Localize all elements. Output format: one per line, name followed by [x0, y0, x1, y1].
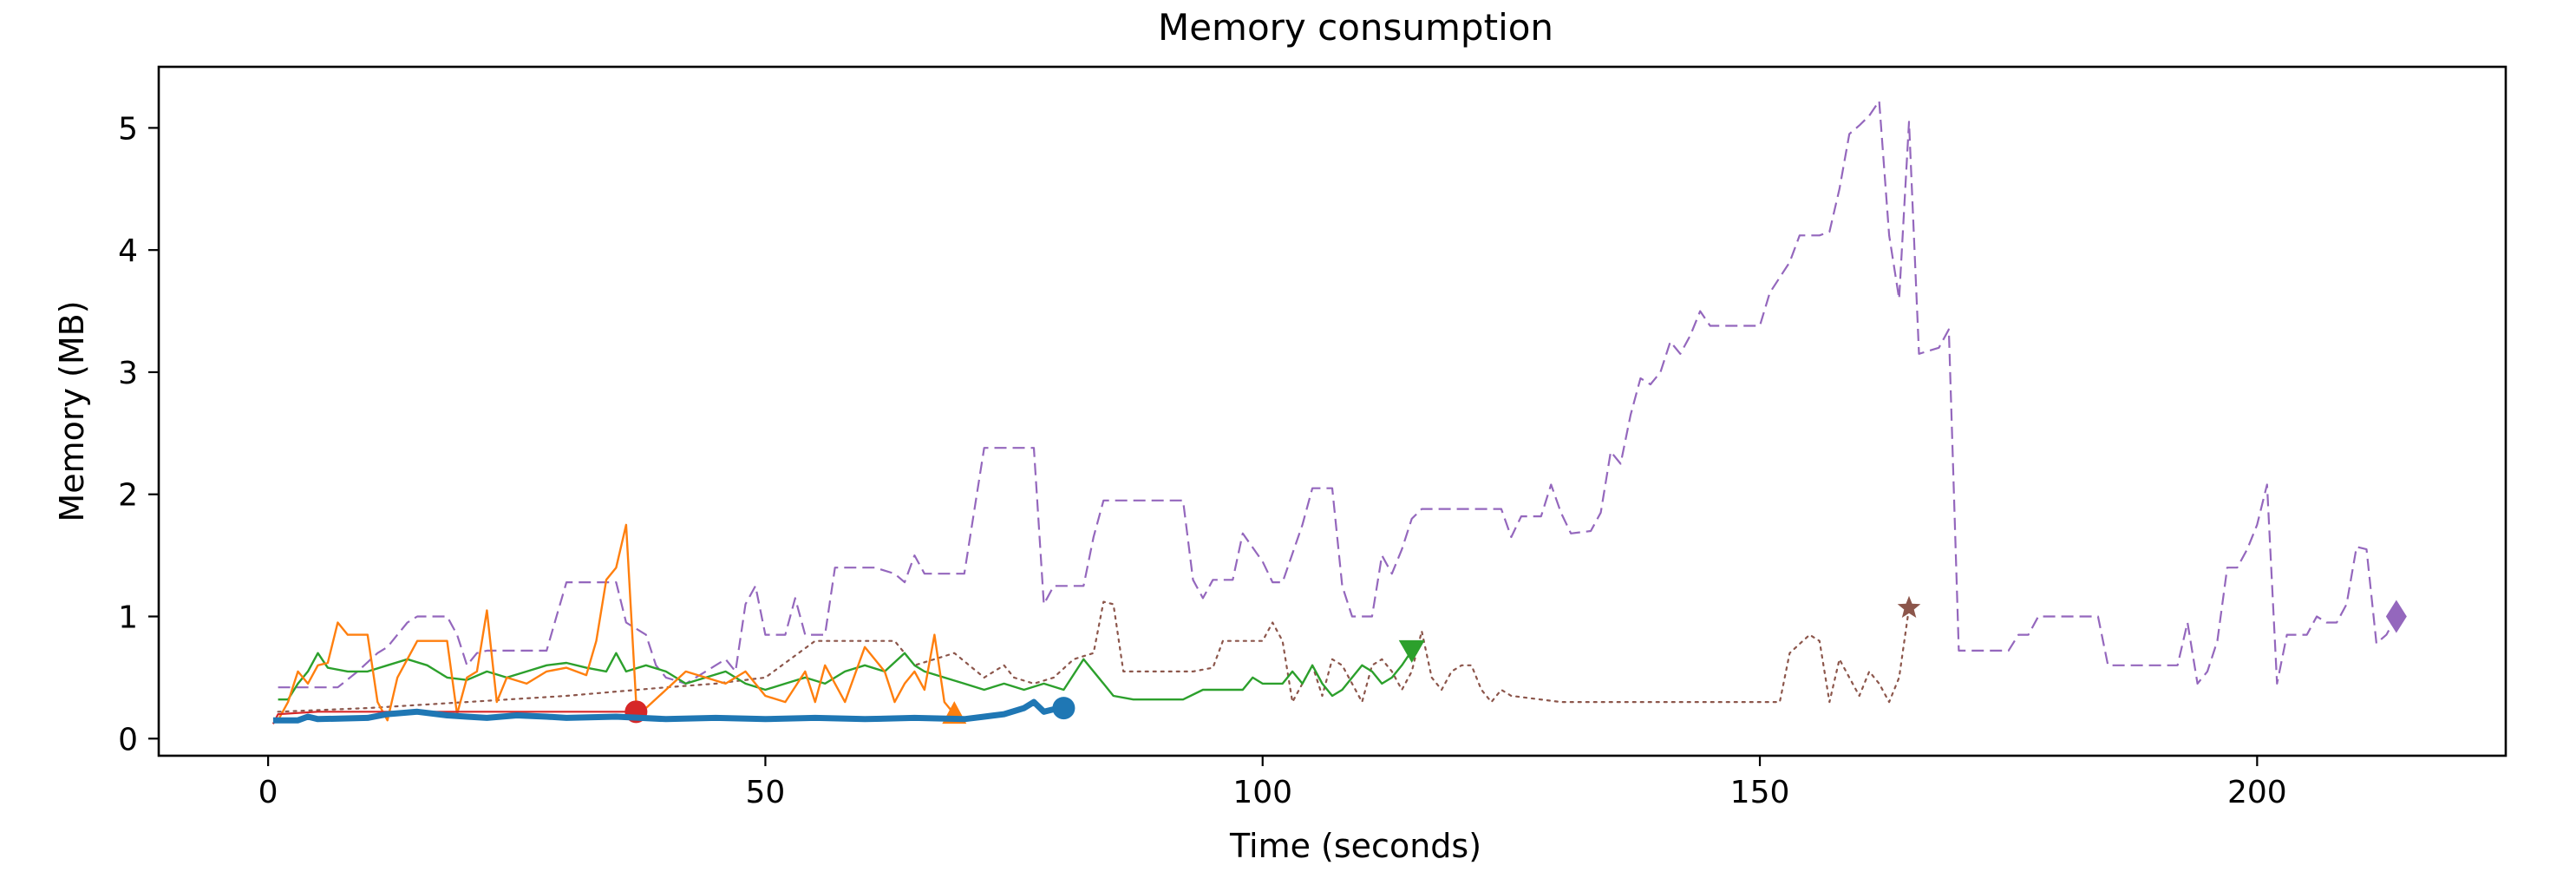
chart-title: Memory consumption: [1158, 6, 1553, 49]
series-1-end-marker: [1897, 595, 1921, 618]
series-2-line: [278, 650, 1413, 701]
y-tick-label: 4: [118, 233, 138, 269]
x-tick-label: 200: [2227, 775, 2287, 810]
x-axis: 0 50 100 150 200: [258, 756, 2287, 810]
x-tick-label: 50: [746, 775, 786, 810]
y-tick-label: 2: [118, 478, 138, 514]
series-2-end-marker: [1398, 639, 1425, 663]
x-tick-label: 0: [258, 775, 278, 810]
y-axis: 0 1 2 3 4 5: [118, 111, 159, 757]
x-tick-label: 100: [1232, 775, 1292, 810]
plot-frame: [157, 65, 2507, 757]
y-axis-label: Memory (MB): [53, 300, 91, 521]
plot-area: [271, 100, 2407, 724]
y-tick-label: 0: [118, 722, 138, 757]
x-tick-label: 150: [1730, 775, 1790, 810]
x-axis-label: Time (seconds): [1229, 827, 1481, 865]
y-tick-label: 5: [118, 111, 138, 147]
series-1-line: [277, 600, 1911, 713]
series-0-end-marker: [2385, 600, 2407, 633]
y-tick-label: 3: [118, 356, 138, 391]
series-3-line: [277, 523, 956, 722]
y-tick-label: 1: [118, 600, 138, 636]
series-5-end-marker: [1052, 697, 1076, 720]
series-5-line: [272, 698, 1064, 724]
